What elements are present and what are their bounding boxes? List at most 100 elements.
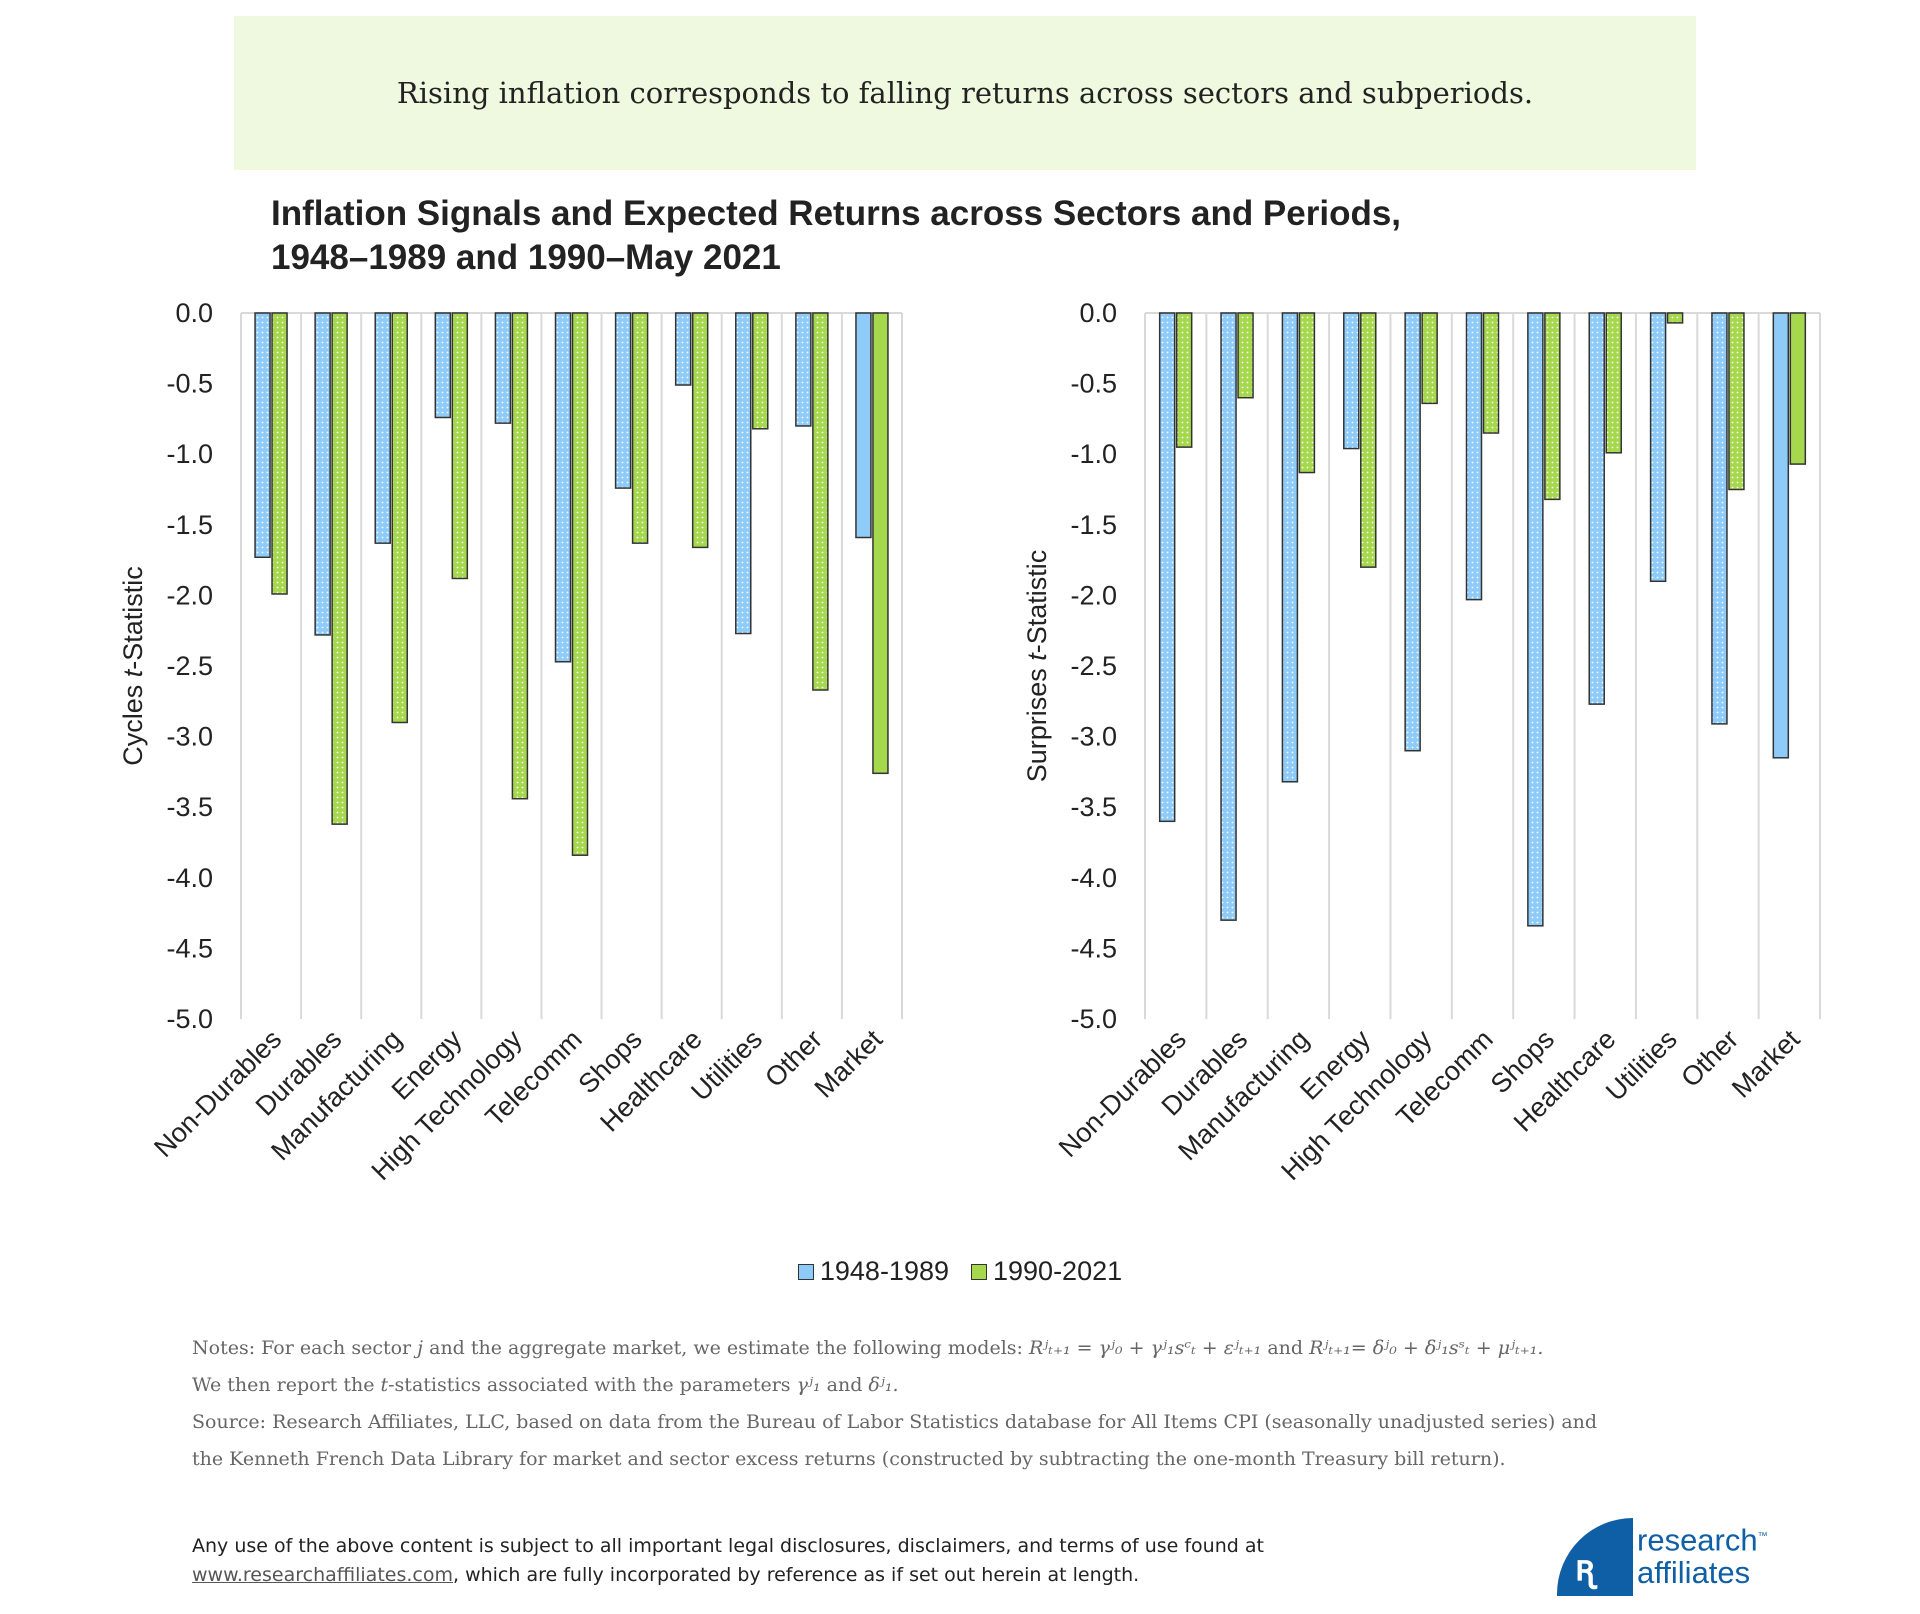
logo-line1: research	[1637, 1522, 1758, 1558]
logo-mark-icon: ꭆ	[1557, 1518, 1633, 1596]
y-tick-label: -1.5	[1070, 510, 1117, 540]
bar-durables-1990-2021	[331, 312, 348, 825]
source-line1: Source: Research Affiliates, LLC, based …	[192, 1411, 1598, 1433]
bar-non-durables-1990-2021	[1175, 312, 1193, 448]
notes-line2: We then report the t-statistics associat…	[192, 1367, 1597, 1404]
notes-delta: δʲ₁.	[868, 1374, 899, 1396]
y-tick-label: -3.0	[166, 722, 213, 752]
y-tick-label: -1.0	[1070, 439, 1117, 469]
bar-other-1948-1989	[1711, 312, 1728, 725]
bar-market-1990-2021	[1789, 312, 1807, 465]
y-tick-label: -3.5	[1070, 792, 1117, 822]
y-axis-title: Surprises t-Statistic	[1022, 550, 1052, 783]
legend-item-1948-1989: 1948-1989	[797, 1256, 949, 1287]
bar-non-durables-1948-1989	[254, 312, 271, 559]
category-label: Market	[1726, 1024, 1806, 1104]
logo-line2: affiliates	[1637, 1555, 1751, 1591]
legend: 1948-1989 1990-2021	[0, 1256, 1920, 1287]
notes: Notes: For each sector j and the aggrega…	[192, 1330, 1597, 1478]
bar-high-technology-1948-1989	[494, 312, 512, 424]
notes-gamma: γʲ₁	[796, 1374, 821, 1396]
chart-title: Inflation Signals and Expected Returns a…	[271, 192, 1401, 280]
legend-swatch-blue	[797, 1263, 814, 1280]
bar-energy-1948-1989	[434, 312, 452, 419]
bar-shops-1990-2021	[1544, 312, 1561, 501]
notes-text: Notes: For each sector	[192, 1337, 418, 1359]
bar-utilities-1948-1989	[735, 312, 752, 635]
bar-telecomm-1948-1989	[554, 312, 572, 663]
bar-high-technology-1990-2021	[1421, 312, 1438, 405]
source-line2: the Kenneth French Data Library for mark…	[192, 1448, 1506, 1470]
bar-durables-1948-1989	[314, 312, 331, 636]
bar-high-technology-1990-2021	[511, 312, 529, 800]
y-tick-label: -1.5	[166, 510, 213, 540]
y-tick-label: -4.5	[166, 933, 213, 963]
bar-manufacturing-1948-1989	[374, 312, 391, 544]
disclaimer-text: , which are fully incorporated by refere…	[452, 1564, 1140, 1586]
legend-swatch-green	[971, 1263, 987, 1280]
y-tick-label: 0.0	[175, 298, 213, 328]
bar-energy-1990-2021	[1360, 312, 1377, 568]
equation-cycles: Rʲₜ₊₁ = γʲ₀ + γʲ₁sᶜₜ + εʲₜ₊₁	[1028, 1337, 1262, 1359]
notes-text: -statistics associated with the paramete…	[388, 1374, 797, 1396]
y-tick-label: 0.0	[1079, 298, 1117, 328]
bar-manufacturing-1990-2021	[1298, 312, 1316, 474]
equation-surprises: Rʲₜ₊₁= δʲ₀ + δʲ₁sˢₜ + μʲₜ₊₁.	[1309, 1337, 1544, 1359]
legend-label: 1990-2021	[993, 1256, 1123, 1286]
y-tick-label: -2.0	[1070, 580, 1117, 610]
y-tick-label: -5.0	[1070, 1004, 1117, 1034]
bar-telecomm-1990-2021	[571, 312, 589, 856]
headline-banner: Rising inflation corresponds to falling …	[234, 16, 1696, 170]
bar-other-1990-2021	[1728, 312, 1745, 491]
y-tick-label: -2.5	[1070, 651, 1117, 681]
y-tick-label: -5.0	[166, 1004, 213, 1034]
bar-utilities-1990-2021	[1666, 312, 1684, 324]
notes-text: We then report the	[192, 1374, 381, 1396]
y-tick-label: -0.5	[1070, 369, 1117, 399]
bar-market-1948-1989	[855, 312, 872, 539]
notes-text: and	[1261, 1337, 1310, 1359]
y-tick-label: -3.5	[166, 792, 213, 822]
bar-healthcare-1990-2021	[691, 312, 709, 549]
bar-manufacturing-1948-1989	[1281, 312, 1299, 783]
notes-line1: Notes: For each sector j and the aggrega…	[192, 1330, 1597, 1367]
bar-energy-1948-1989	[1343, 312, 1360, 450]
logo-text: research™ affiliates	[1637, 1520, 1768, 1589]
bar-shops-1990-2021	[631, 312, 649, 544]
legend-item-1990-2021: 1990-2021	[971, 1256, 1122, 1287]
bar-healthcare-1990-2021	[1605, 312, 1622, 454]
bar-durables-1990-2021	[1237, 312, 1254, 399]
disclaimer-line2: www.researchaffiliates.com, which are fu…	[192, 1561, 1264, 1590]
bar-durables-1948-1989	[1220, 312, 1237, 921]
bar-utilities-1948-1989	[1649, 312, 1667, 583]
category-label: Market	[809, 1024, 889, 1104]
bar-energy-1990-2021	[451, 312, 469, 580]
bar-utilities-1990-2021	[752, 312, 769, 430]
bar-telecomm-1948-1989	[1465, 312, 1483, 601]
y-tick-label: -0.5	[166, 369, 213, 399]
y-tick-label: -4.0	[166, 863, 213, 893]
legend-label: 1948-1989	[819, 1256, 949, 1286]
website-link[interactable]: www.researchaffiliates.com	[192, 1564, 453, 1586]
chart-title-line1: Inflation Signals and Expected Returns a…	[271, 194, 1402, 233]
disclaimer: Any use of the above content is subject …	[192, 1532, 1264, 1590]
y-tick-label: -1.0	[166, 439, 213, 469]
notes-text: and the aggregate market, we estimate th…	[423, 1337, 1029, 1359]
y-tick-label: -4.5	[1070, 933, 1117, 963]
bar-non-durables-1990-2021	[271, 312, 288, 595]
bar-non-durables-1948-1989	[1158, 312, 1176, 823]
bar-shops-1948-1989	[1527, 312, 1544, 927]
research-affiliates-logo: ꭆ research™ affiliates	[1557, 1518, 1777, 1596]
y-axis-title: Cycles t-Statistic	[118, 566, 148, 766]
y-tick-label: -3.0	[1070, 722, 1117, 752]
bar-other-1948-1989	[795, 312, 812, 427]
notes-text: and	[820, 1374, 869, 1396]
notes-var: t	[380, 1374, 389, 1396]
notes-var: j	[417, 1337, 424, 1359]
bar-healthcare-1948-1989	[1588, 312, 1605, 705]
bar-manufacturing-1990-2021	[391, 312, 408, 724]
bar-market-1990-2021	[872, 312, 889, 775]
logo-tm: ™	[1757, 1531, 1768, 1542]
